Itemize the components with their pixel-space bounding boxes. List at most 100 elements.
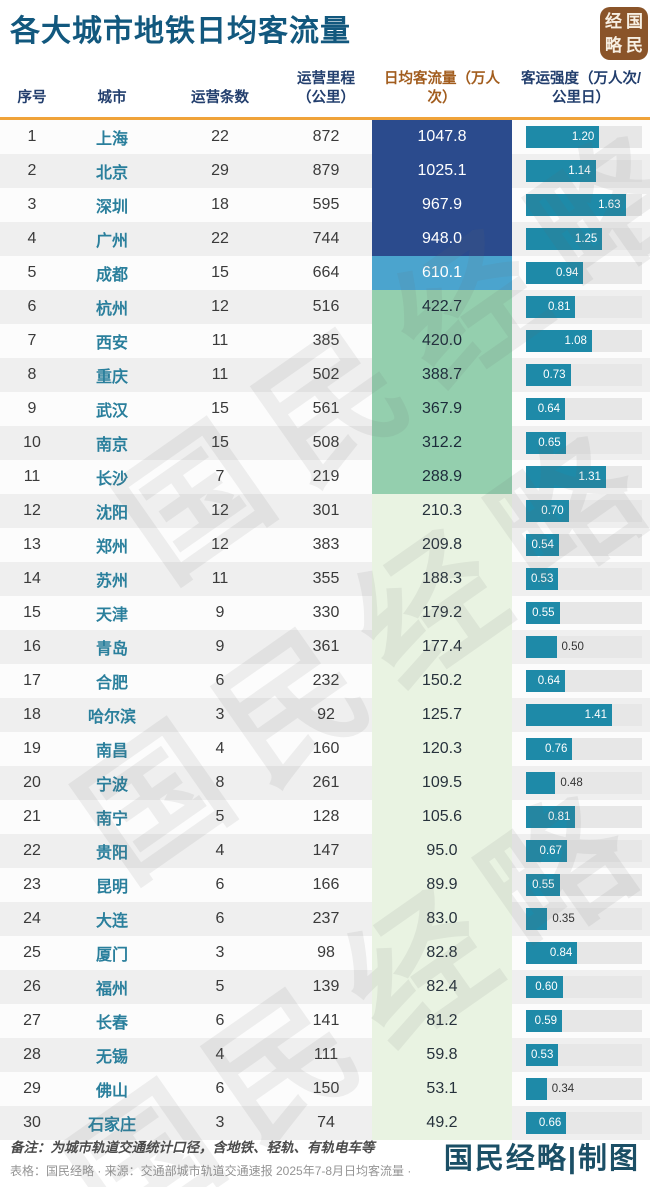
city-cell: 昆明	[95, 879, 128, 896]
intensity-bar-track: 0.66	[526, 1112, 642, 1134]
lines-cell: 12	[211, 298, 229, 315]
credit-signature: 国民经略|制图	[443, 1143, 640, 1175]
city-cell: 天津	[95, 607, 128, 624]
lines-cell: 18	[211, 196, 229, 213]
intensity-value: 0.81	[548, 811, 571, 823]
intensity-bar: 1.20	[526, 126, 600, 148]
city-cell: 合肥	[95, 675, 128, 692]
table-row: 9 武汉 15 561 367.9 0.64	[0, 392, 650, 426]
lines-cell: 8	[215, 774, 225, 791]
rank-cell: 6	[27, 298, 37, 315]
flow-cell: 49.2	[372, 1106, 512, 1140]
lines-cell: 15	[211, 264, 229, 281]
intensity-cell: 0.34	[512, 1072, 650, 1106]
intensity-bar: 0.81	[526, 296, 576, 318]
logo-char: 民	[626, 35, 643, 55]
length-cell: 166	[312, 876, 340, 893]
lines-cell: 12	[211, 536, 229, 553]
length-cell: 383	[312, 536, 340, 553]
length-cell: 219	[312, 468, 340, 485]
intensity-cell: 0.73	[512, 358, 650, 392]
rank-cell: 27	[23, 1012, 41, 1029]
rank-cell: 26	[23, 978, 41, 995]
intensity-value: 0.81	[548, 301, 571, 313]
length-cell: 301	[312, 502, 340, 519]
flow-cell: 83.0	[372, 902, 512, 936]
lines-cell: 6	[215, 876, 225, 893]
city-cell: 贵阳	[95, 845, 128, 862]
city-cell: 厦门	[95, 947, 128, 964]
rank-cell: 2	[27, 162, 37, 179]
intensity-cell: 0.65	[512, 426, 650, 460]
lines-cell: 22	[211, 230, 229, 247]
intensity-bar-track: 0.70	[526, 500, 642, 522]
lines-cell: 7	[215, 468, 225, 485]
lines-cell: 6	[215, 1012, 225, 1029]
rank-cell: 5	[27, 264, 37, 281]
city-cell: 哈尔滨	[87, 709, 136, 726]
table-header-row: 序号 城市 运营条数 运营里程（公里） 日均客流量（万人次） 客运强度（万人次/…	[0, 60, 650, 120]
intensity-cell: 0.50	[512, 630, 650, 664]
rank-cell: 21	[23, 808, 41, 825]
intensity-cell: 1.20	[512, 120, 650, 154]
city-cell: 长春	[95, 1015, 128, 1032]
intensity-value: 0.53	[530, 1049, 554, 1061]
flow-cell: 210.3	[372, 494, 512, 528]
intensity-cell: 0.64	[512, 664, 650, 698]
table-row: 3 深圳 18 595 967.9 1.63	[0, 188, 650, 222]
length-cell: 160	[312, 740, 340, 757]
lines-cell: 3	[215, 1114, 225, 1131]
intensity-bar-track: 1.31	[526, 466, 642, 488]
table-row: 19 南昌 4 160 120.3 0.76	[0, 732, 650, 766]
table-row: 17 合肥 6 232 150.2 0.64	[0, 664, 650, 698]
intensity-cell: 1.63	[512, 188, 650, 222]
city-cell: 上海	[95, 131, 128, 148]
lines-cell: 15	[211, 400, 229, 417]
intensity-bar: 1.14	[526, 160, 596, 182]
city-cell: 大连	[95, 913, 128, 930]
table-row: 21 南宁 5 128 105.6 0.81	[0, 800, 650, 834]
intensity-bar-track: 1.41	[526, 704, 642, 726]
flow-cell: 288.9	[372, 460, 512, 494]
footnote-source: 表格：国民经略 · 来源：交通部城市轨道交通速报 2025年7-8月日均客流量 …	[10, 1164, 412, 1178]
length-cell: 150	[312, 1080, 340, 1097]
intensity-cell: 0.54	[512, 528, 650, 562]
rank-cell: 9	[27, 400, 37, 417]
lines-cell: 12	[211, 502, 229, 519]
city-cell: 青岛	[95, 641, 128, 658]
city-cell: 南昌	[95, 743, 128, 760]
flow-cell: 59.8	[372, 1038, 512, 1072]
rank-cell: 8	[27, 366, 37, 383]
rank-cell: 23	[23, 876, 41, 893]
intensity-bar: 1.25	[526, 228, 603, 250]
intensity-bar: 0.65	[526, 432, 566, 454]
rank-cell: 22	[23, 842, 41, 859]
length-cell: 385	[312, 332, 340, 349]
intensity-value: 1.41	[584, 709, 608, 721]
city-cell: 广州	[95, 233, 128, 250]
lines-cell: 4	[215, 1046, 225, 1063]
rank-cell: 4	[27, 230, 37, 247]
intensity-value: 0.50	[561, 641, 584, 653]
table-row: 27 长春 6 141 81.2 0.59	[0, 1004, 650, 1038]
intensity-bar: 0.76	[526, 738, 573, 760]
intensity-cell: 0.64	[512, 392, 650, 426]
rank-cell: 17	[23, 672, 41, 689]
intensity-bar: 0.94	[526, 262, 584, 284]
page-footer: 备注：为城市轨道交通统计口径，含地铁、轻轨、有轨电车等 表格：国民经略 · 来源…	[10, 1136, 640, 1179]
intensity-value: 0.76	[545, 743, 568, 755]
intensity-bar-track: 0.50	[526, 636, 642, 658]
rank-cell: 19	[23, 740, 41, 757]
flow-cell: 422.7	[372, 290, 512, 324]
city-cell: 苏州	[95, 573, 128, 590]
rank-cell: 24	[23, 910, 41, 927]
intensity-bar-track: 0.65	[526, 432, 642, 454]
table-row: 25 厦门 3 98 82.8 0.84	[0, 936, 650, 970]
intensity-cell: 0.81	[512, 800, 650, 834]
length-cell: 508	[312, 434, 340, 451]
intensity-bar: 1.31	[526, 466, 606, 488]
intensity-cell: 0.59	[512, 1004, 650, 1038]
intensity-bar: 0.84	[526, 942, 578, 964]
intensity-bar: 0.73	[526, 364, 571, 386]
